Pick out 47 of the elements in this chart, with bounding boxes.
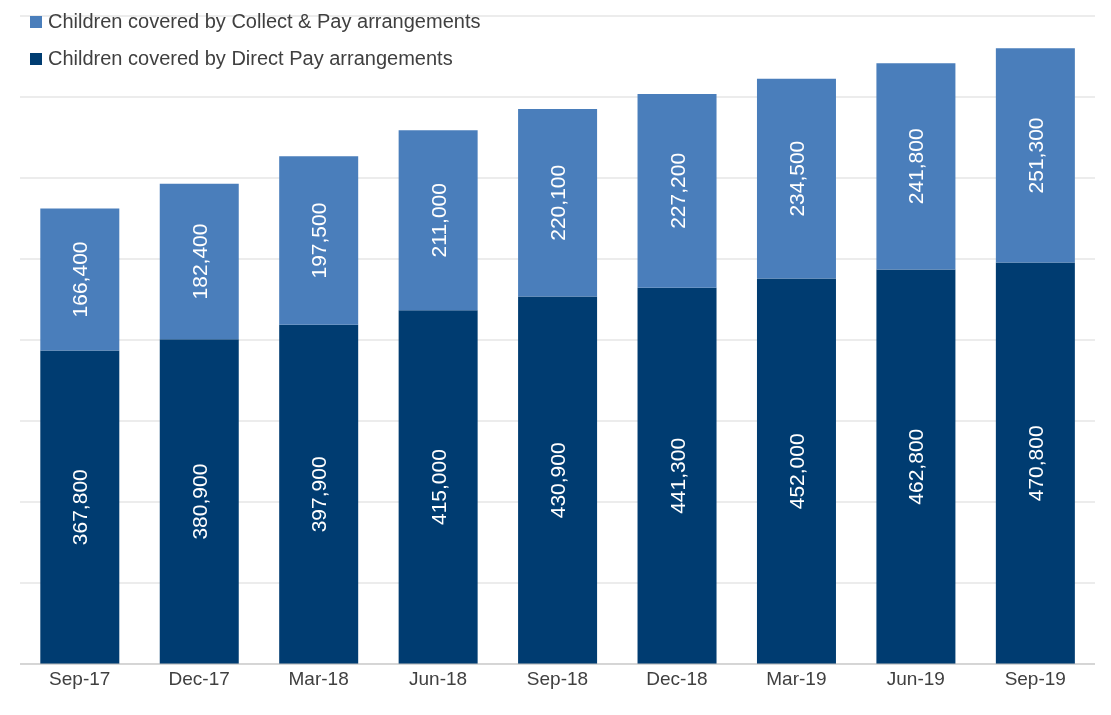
- data-label: 441,300: [665, 437, 689, 514]
- data-label: 182,400: [187, 223, 211, 300]
- x-tick-label: Jun-19: [886, 668, 945, 690]
- data-label: 430,900: [546, 442, 570, 519]
- bar: [518, 108, 598, 297]
- bar: [637, 287, 717, 664]
- x-tick-label: Sep-17: [49, 668, 111, 690]
- bar: [159, 183, 239, 340]
- data-label: 462,800: [904, 428, 928, 505]
- x-tick-label: Jun-18: [409, 668, 468, 690]
- bar: [159, 339, 239, 664]
- data-label: 211,000: [426, 183, 450, 258]
- data-label: 220,100: [546, 164, 570, 241]
- data-label: 227,200: [665, 152, 689, 229]
- x-tick-label: Mar-19: [766, 668, 827, 690]
- legend-label: Children covered by Direct Pay arrangements: [48, 47, 453, 70]
- data-label: 197,500: [307, 202, 331, 279]
- bar: [995, 262, 1075, 664]
- bar: [876, 269, 956, 664]
- x-tick-label: Dec-17: [168, 668, 230, 690]
- legend-label: Children covered by Collect & Pay arrangements: [48, 10, 481, 33]
- bar: [876, 63, 956, 270]
- bar: [279, 156, 359, 325]
- data-label: 241,800: [904, 128, 928, 205]
- data-label: 380,900: [187, 463, 211, 540]
- x-tick-label: Mar-18: [288, 668, 349, 690]
- x-tick-label: Sep-19: [1004, 668, 1066, 690]
- data-label: 415,000: [426, 449, 450, 526]
- bar: [637, 94, 717, 288]
- data-label: 166,400: [68, 241, 92, 318]
- data-label: 470,800: [1023, 425, 1047, 502]
- data-label: 452,000: [784, 433, 808, 510]
- bar: [756, 278, 836, 664]
- x-tick-label: Dec-18: [646, 668, 708, 690]
- bar: [398, 130, 478, 311]
- bar: [279, 324, 359, 664]
- bar: [40, 350, 120, 664]
- data-label: 251,300: [1023, 117, 1047, 194]
- x-tick-label: Sep-18: [526, 668, 589, 690]
- bar: [518, 296, 598, 664]
- bar: [756, 78, 836, 279]
- data-label: 397,900: [307, 456, 331, 533]
- bar: [995, 48, 1075, 263]
- bar: [40, 208, 120, 351]
- bar: [398, 310, 478, 664]
- data-label: 367,800: [68, 469, 92, 546]
- data-label: 234,500: [784, 140, 808, 217]
